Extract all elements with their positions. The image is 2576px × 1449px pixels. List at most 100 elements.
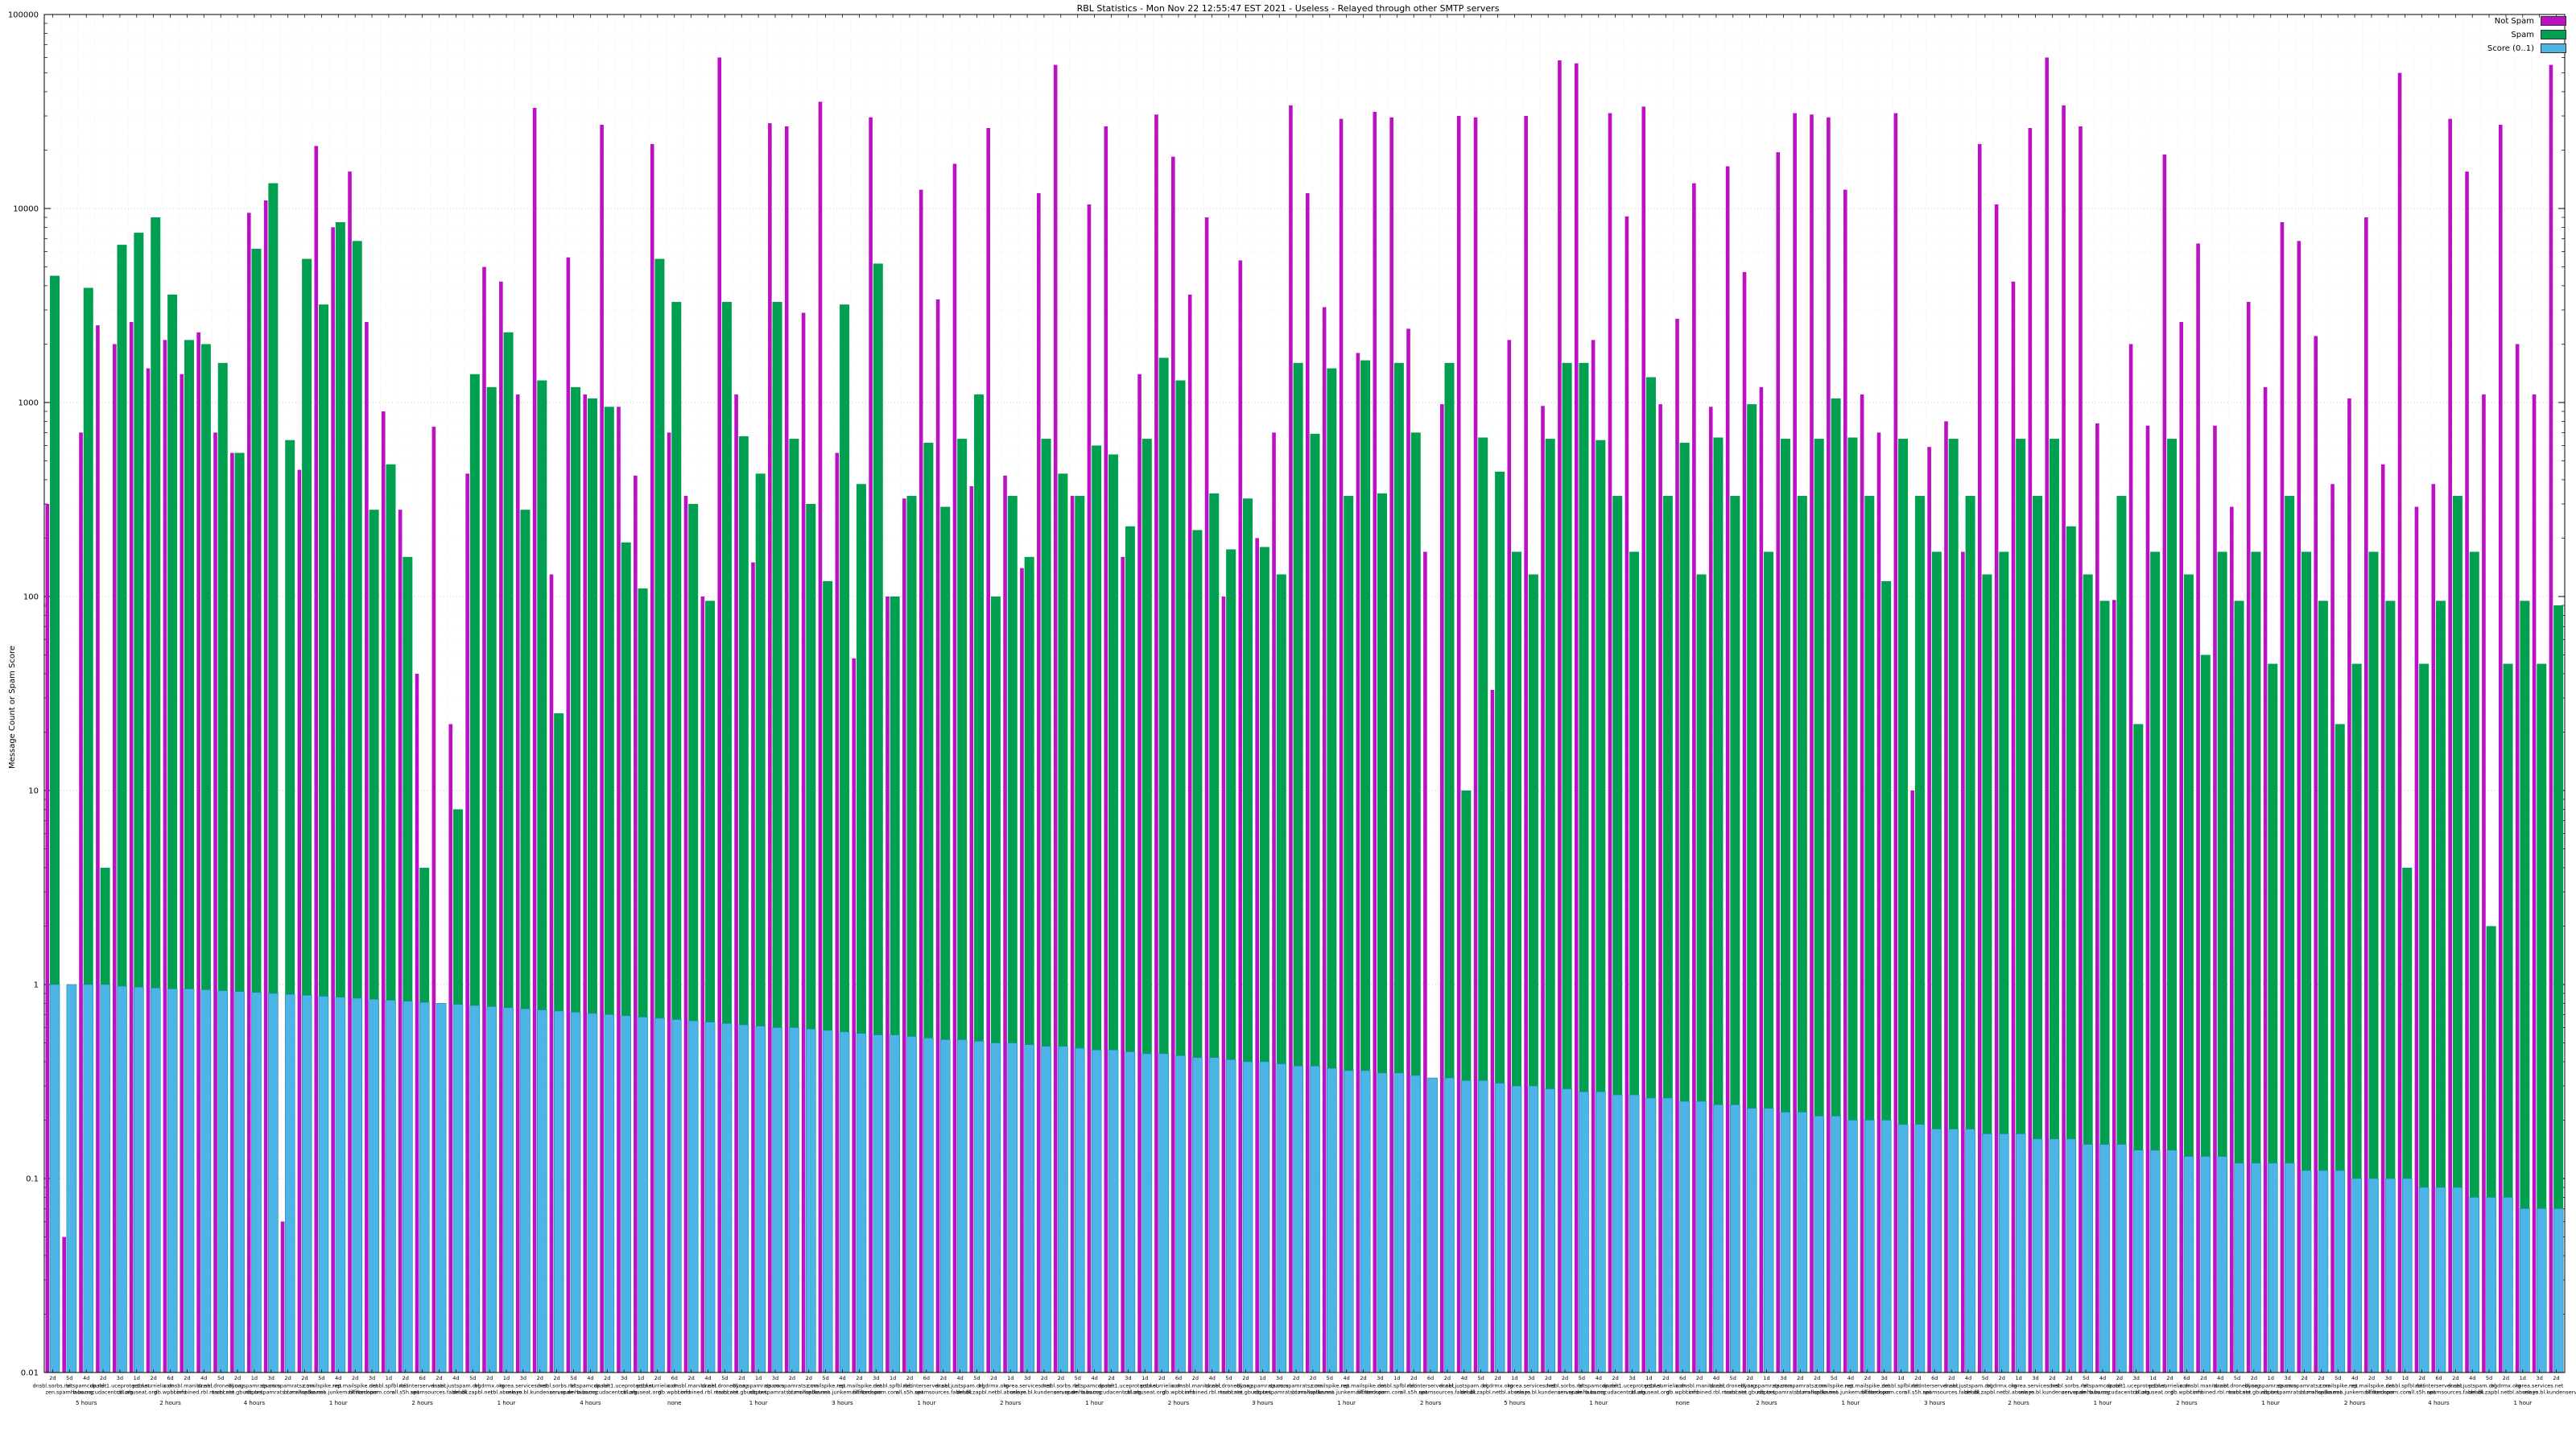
x-tick-token: 2d <box>1747 1375 1753 1381</box>
x-duration-label: 1 hour <box>2261 1400 2280 1406</box>
bar-group <box>515 394 530 1373</box>
bar-score <box>1427 1077 1438 1373</box>
x-tick-label: bl.mailspike.net <box>788 1389 830 1396</box>
x-tick-label: rep.mailspike.net <box>2349 1383 2395 1389</box>
x-tick-token: 3d <box>2133 1375 2140 1381</box>
x-tick-label: spam.spamrats.com <box>262 1383 315 1389</box>
bar-group <box>683 496 699 1373</box>
bar-group <box>1339 118 1354 1373</box>
bar-group <box>532 108 547 1373</box>
x-tick-token: 4d <box>2217 1375 2223 1381</box>
x-tick-token: 1d <box>1393 1375 1400 1381</box>
bar-not-spam <box>2028 127 2033 1373</box>
bar-group <box>2549 64 2564 1373</box>
x-duration-label: 2 hours <box>1000 1400 1022 1406</box>
x-tick-token: 3d <box>1377 1375 1383 1381</box>
x-tick-label: b.barracudacentral.org <box>1585 1389 1645 1396</box>
x-tick-label: rbl.abuse.ro <box>995 1389 1026 1396</box>
bar-group <box>365 321 379 1373</box>
bar-not-spam <box>1238 260 1243 1373</box>
x-tick-token: 3d <box>873 1375 879 1381</box>
bar-group <box>1137 374 1153 1373</box>
x-tick-label: rep.mailspike.net <box>1340 1383 1386 1389</box>
bar-not-spam <box>1994 204 1999 1373</box>
x-tick-token: 2d <box>1058 1375 1064 1381</box>
bar-group <box>297 258 312 1373</box>
x-tick-token: 2d <box>1310 1375 1316 1381</box>
x-tick-label: rep.mailspike.net <box>332 1383 378 1389</box>
x-duration-label: 1 hour <box>1589 1400 1608 1406</box>
bar-not-spam <box>1860 394 1864 1373</box>
x-tick-token: 2d <box>100 1375 106 1381</box>
x-tick-token: 2d <box>1662 1375 1669 1381</box>
x-tick-label: dnsbl.zapbl.net <box>2469 1389 2509 1396</box>
bar-score <box>2520 1208 2530 1373</box>
x-tick-token: 4d <box>1091 1375 1097 1381</box>
x-tick-token: 5d <box>1478 1375 1484 1381</box>
bar-not-spam <box>1221 597 1226 1373</box>
bar-score <box>1596 1091 1606 1373</box>
bar-score <box>1208 1057 1220 1373</box>
bar-group <box>2011 281 2026 1373</box>
bar-not-spam <box>431 427 436 1373</box>
bar-group <box>1473 117 1488 1373</box>
x-tick-label: db.wpbl.info <box>2170 1389 2202 1396</box>
bar-group <box>2364 217 2379 1373</box>
bar-group <box>1708 407 1724 1373</box>
bar-score <box>1007 1042 1018 1373</box>
bar-score <box>1696 1100 1707 1373</box>
bar-not-spam <box>314 146 319 1373</box>
bar-group <box>1053 64 1068 1373</box>
bar-group <box>1541 406 1556 1373</box>
bar-not-spam <box>2499 125 2503 1373</box>
x-tick-label: spam.spamrats.com <box>766 1383 819 1389</box>
bar-not-spam <box>213 432 217 1373</box>
bar-not-spam <box>2347 398 2351 1373</box>
bar-score <box>873 1034 884 1373</box>
x-tick-label: dnsbl.sorbs.net <box>2049 1383 2089 1389</box>
bar-score <box>2536 1208 2547 1373</box>
bar-group <box>1910 496 1926 1373</box>
bar-group <box>1373 111 1388 1373</box>
bar-not-spam <box>1742 272 1747 1373</box>
bar-group <box>1524 116 1539 1373</box>
bar-group <box>986 127 1001 1373</box>
x-tick-token: 3d <box>268 1375 275 1381</box>
x-tick-token: 2d <box>486 1375 493 1381</box>
bar-not-spam <box>952 163 957 1373</box>
x-tick-token: 6d <box>167 1375 173 1381</box>
bar-group <box>79 287 94 1373</box>
x-tick-token: 2d <box>2418 1375 2425 1381</box>
x-tick-token: 2d <box>2301 1375 2307 1381</box>
bar-not-spam <box>549 574 554 1373</box>
bar-score <box>1108 1049 1119 1373</box>
x-tick-token: 1d <box>1007 1375 1013 1381</box>
bar-not-spam <box>1121 556 1125 1373</box>
x-tick-token: 2d <box>1410 1375 1417 1381</box>
x-tick-label: dnsbl.spfbl.net <box>873 1383 913 1389</box>
plot-border <box>43 14 2566 1373</box>
x-tick-token: 2d <box>856 1375 862 1381</box>
x-tick-label: spam.spamrats.com <box>1269 1383 1323 1389</box>
bar-not-spam <box>902 498 906 1373</box>
x-tick-token: 6d <box>1931 1375 1938 1381</box>
bar-not-spam <box>1827 117 1831 1373</box>
bar-score <box>1091 1049 1102 1373</box>
bar-not-spam <box>1356 353 1360 1373</box>
x-tick-label: ix.dnsbl.manitu.net <box>1674 1383 1725 1389</box>
x-tick-token: 2d <box>1444 1375 1451 1381</box>
x-duration-label: 2 hours <box>1168 1400 1190 1406</box>
x-duration-label: 4 hours <box>2428 1400 2450 1406</box>
bar-group <box>2246 302 2261 1373</box>
bar-score <box>100 984 110 1373</box>
bar-group <box>2145 425 2161 1373</box>
x-tick-label: dnsbl.spfbl.net <box>1881 1383 1921 1389</box>
bar-score <box>1410 1075 1422 1373</box>
bar-score <box>2486 1197 2496 1373</box>
bar-score <box>318 996 329 1373</box>
bar-not-spam <box>1776 152 1781 1373</box>
x-tick-label: noptr.spamrats.com <box>1757 1389 1810 1396</box>
x-tick-token: 3d <box>1880 1375 1887 1381</box>
x-tick-token: 5d <box>1327 1375 1333 1381</box>
bar-not-spam <box>2145 425 2150 1373</box>
